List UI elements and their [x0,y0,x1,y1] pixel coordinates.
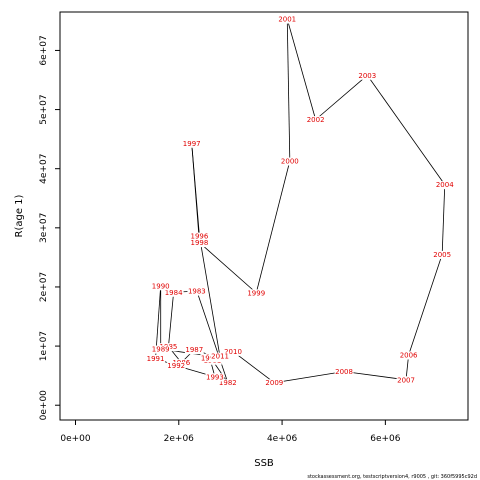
point-label-2010: 2010 [224,348,242,356]
point-label-1993: 1993 [206,373,224,381]
x-axis: 0e+00 2e+06 4e+06 6e+06 [60,419,401,444]
point-label-2001: 2001 [278,16,296,24]
point-label-bg-1989 [151,345,171,354]
segment-1984-1985 [168,292,175,347]
point-label-bg-1996 [190,232,210,241]
x-tick-label: 6e+06 [370,434,401,444]
segment-1999-2000 [255,160,291,293]
point-label-bg-1983 [187,287,207,296]
point-label-bg-2004 [435,181,455,190]
y-tick-label: 1e+07 [39,331,49,361]
point-label-1992: 1992 [167,362,185,370]
point-label-2011: 2011 [211,353,229,361]
segment-2005-2006 [408,254,443,356]
point-label-2003: 2003 [358,72,376,80]
point-label-bg-2011 [210,352,230,361]
footer-note: stockassessment.org, testscriptversion4,… [307,474,477,480]
y-tick-label: 4e+07 [39,154,49,184]
point-label-bg-1982 [218,379,238,388]
point-label-1999: 1999 [247,289,265,297]
point-label-bg-1993 [205,373,225,382]
point-label-2008: 2008 [335,368,353,376]
y-tick-label: 2e+07 [39,272,49,302]
point-label-bg-1997 [182,139,202,148]
x-tick-label: 0e+00 [60,434,91,444]
point-label-bg-1999 [246,289,266,298]
point-label-bg-1984 [164,288,184,297]
y-tick-label: 5e+07 [39,94,49,124]
point-label-bg-1992 [166,362,186,371]
segment-2000-2001 [286,19,291,162]
segment-1982-1983 [196,290,229,383]
segment-2002-2003 [315,74,368,120]
y-axis-title: R(age 1) [14,194,25,237]
point-label-bg-2008 [334,368,354,377]
point-label-1998: 1998 [191,239,209,247]
x-tick-label: 2e+06 [164,434,195,444]
point-label-bg-1994 [200,354,220,363]
point-label-2002: 2002 [307,116,325,124]
point-label-1994: 1994 [201,354,219,362]
point-label-bg-2006 [399,351,419,360]
point-label-1983: 1983 [188,288,206,296]
y-axis: 0e+00 1e+07 2e+07 3e+07 4e+07 5e+07 6e+07 [39,35,61,421]
point-label-1996: 1996 [191,233,209,241]
segment-2004-2005 [441,184,446,255]
point-label-1987: 1987 [185,346,203,354]
point-label-1984: 1984 [165,289,183,297]
x-tick-label: 4e+06 [267,434,298,444]
point-label-bg-1990 [151,282,171,291]
point-label-bg-2007 [396,376,416,385]
point-label-bg-2000 [280,157,300,166]
year-labels: 1981198219831984198519861987198819891990… [146,15,455,388]
point-label-bg-2001 [277,15,297,24]
stock-recruitment-path [155,18,446,384]
point-label-1990: 1990 [152,282,170,290]
point-label-2006: 2006 [400,351,418,359]
point-label-bg-1991 [146,355,165,364]
point-label-bg-1987 [184,346,204,355]
point-label-1989: 1989 [152,346,170,354]
point-label-bg-2003 [357,71,377,80]
segment-1997-1998 [191,143,200,243]
point-label-bg-2010 [223,347,243,356]
point-label-1991: 1991 [147,355,165,363]
y-tick-label: 0e+00 [39,390,49,421]
segment-2003-2004 [366,75,446,185]
x-axis-title: SSB [254,458,274,469]
point-label-2009: 2009 [265,379,283,387]
y-tick-label: 3e+07 [39,213,49,243]
point-label-bg-2009 [264,379,284,388]
point-label-2000: 2000 [281,158,299,166]
point-label-1982: 1982 [219,379,237,387]
point-label-2005: 2005 [433,251,451,259]
segment-2009-2010 [232,351,275,384]
point-label-bg-1998 [190,239,209,248]
point-label-2004: 2004 [436,181,454,189]
point-label-1997: 1997 [183,140,201,148]
segment-2001-2002 [286,18,317,120]
segment-1998-1999 [199,242,257,294]
segment-2007-2008 [343,371,407,381]
point-label-bg-2005 [432,250,452,259]
y-tick-label: 6e+07 [39,35,49,65]
point-label-2007: 2007 [397,376,415,384]
segment-2008-2009 [274,371,345,384]
point-label-bg-2002 [306,116,326,125]
segment-1995-1996 [199,236,221,358]
